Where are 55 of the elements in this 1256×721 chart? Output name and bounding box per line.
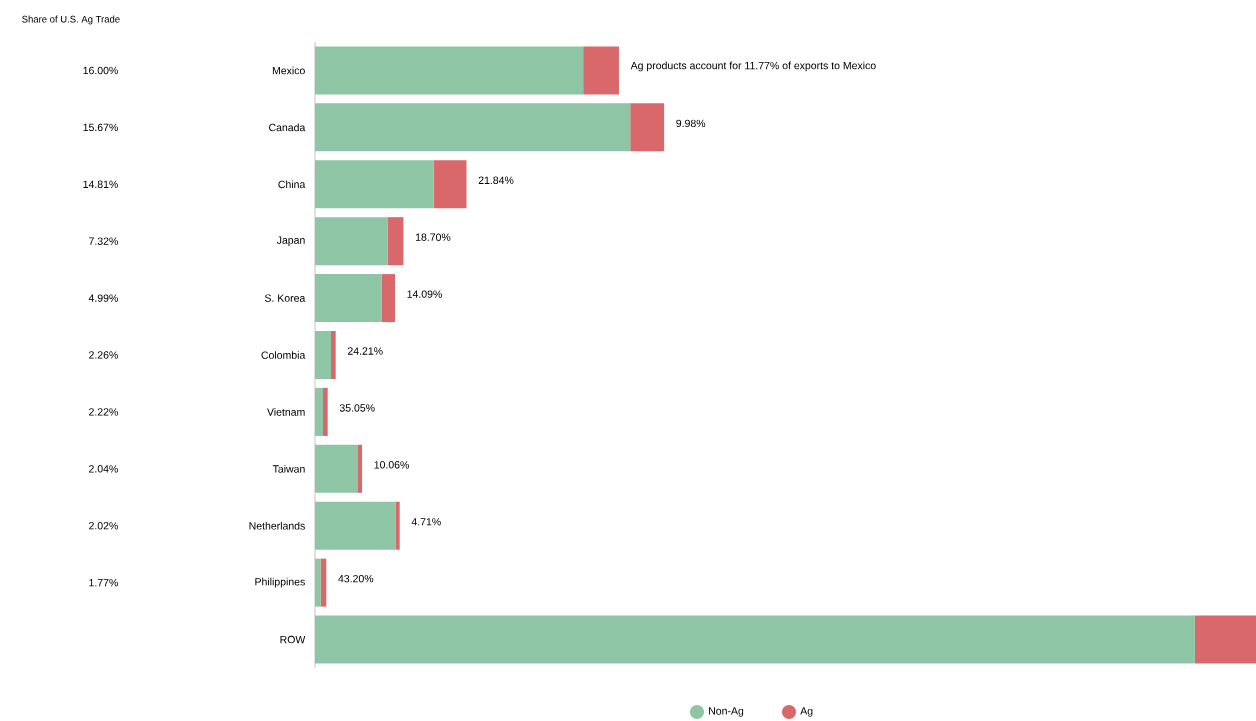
bar [381,274,395,323]
bar [331,331,336,379]
y-tick-label: Vietnam [267,408,305,416]
text: 2.04% [89,465,118,473]
text: 16.00% [83,66,118,75]
bar [315,615,1195,664]
y-tick-label: China [278,180,306,189]
bar [387,217,404,266]
annotation: Ag products account for 11.77% of exports to Mexico [630,61,876,72]
y-tick-label: Netherlands [249,521,305,530]
y-tick-label: Colombia [261,351,306,359]
text: Share of U.S. Ag Trade [22,15,120,25]
y-tick-label: Japan [276,236,305,246]
bar [433,160,467,209]
legend-label: Ag [800,707,813,717]
text: 4.99% [88,294,118,302]
bar [315,387,323,436]
y-tick-label: S. Korea [264,294,306,302]
bar [315,558,321,607]
legend-label: Non-Ag [709,707,744,717]
bar [323,387,328,436]
bar [315,331,331,379]
annotation: 43.20% [338,574,374,583]
bar [315,501,396,550]
annotation: 21.84% [478,176,514,184]
bar [315,274,382,323]
text: 2.26% [89,351,118,359]
bar [1194,615,1256,664]
annotation: 4.71% [411,518,441,526]
bar [315,444,358,493]
y-tick-label: Mexico [272,66,305,75]
annotation: 14.09% [407,290,442,298]
y-tick-label: ROW [280,635,306,644]
y-tick-label: Taiwan [272,464,305,473]
text: 2.02% [89,522,118,530]
annotation: 18.70% [415,233,451,241]
bar [315,160,434,209]
y-tick-label: Canada [269,123,306,132]
text: 15.67% [83,123,118,132]
text: 7.32% [89,237,118,245]
bar [315,46,584,95]
bar [630,103,665,152]
annotation: 10.06% [374,461,409,469]
bar [395,501,400,550]
bar [315,217,388,266]
annotation: 35.05% [339,404,375,412]
text: 14.81% [83,180,118,188]
y-tick-label: Philippines [255,577,305,588]
text: 2.22% [89,408,118,416]
annotation: 24.21% [347,347,383,355]
bar [315,103,631,152]
bar [583,46,619,95]
text: 1.77% [89,578,118,587]
bar [357,444,363,493]
annotation: 9.98% [676,119,706,128]
